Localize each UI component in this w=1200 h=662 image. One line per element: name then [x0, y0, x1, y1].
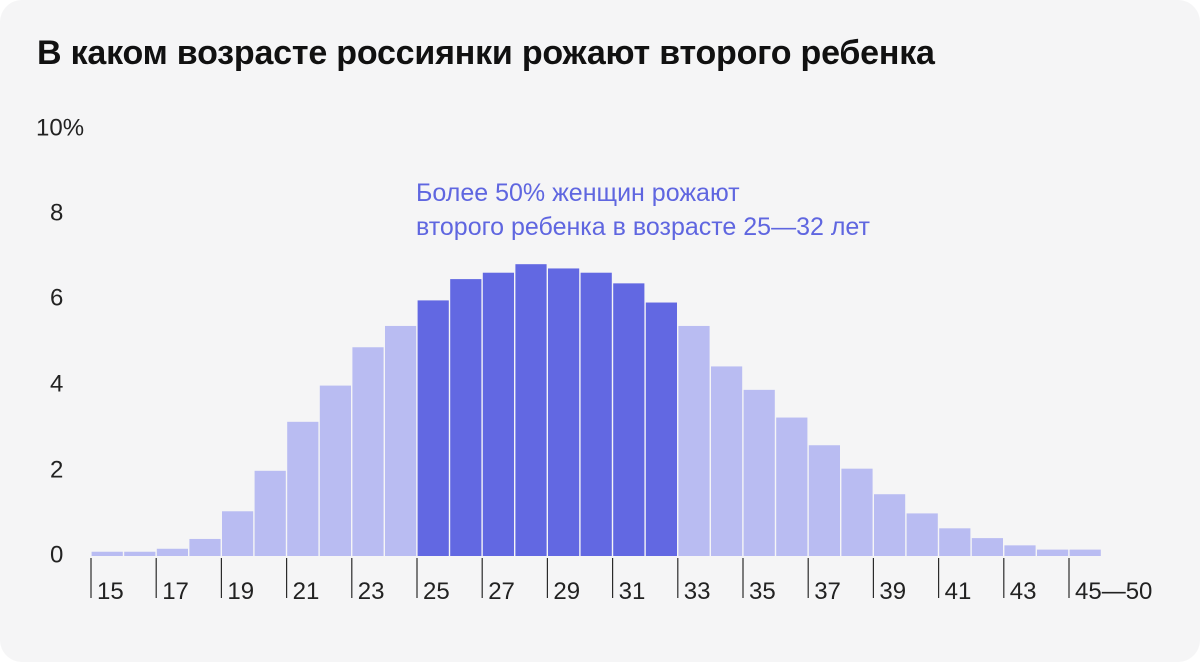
bar-age-25	[417, 300, 449, 556]
bar-age-42	[971, 538, 1003, 556]
bar-age-37	[808, 445, 840, 556]
bar-age-30	[580, 272, 612, 556]
annotation-line-2: второго ребенка в возрасте 25—32 лет	[416, 213, 870, 241]
y-tick-label: 6	[50, 284, 63, 311]
bar-age-45—50	[1069, 549, 1101, 556]
x-tick-label: 45—50	[1075, 578, 1152, 605]
bar-age-16	[124, 551, 156, 556]
x-tick-label: 41	[945, 578, 972, 605]
x-tick-label: 15	[97, 578, 124, 605]
x-tick-label: 35	[749, 578, 776, 605]
bar-age-27	[482, 272, 514, 556]
x-tick-label: 31	[619, 578, 646, 605]
bar-age-17	[156, 548, 188, 556]
bar-age-32	[645, 302, 677, 556]
x-tick-label: 25	[423, 578, 450, 605]
x-tick-label: 23	[358, 578, 385, 605]
x-tick-label: 27	[488, 578, 515, 605]
y-tick-label: 2	[50, 456, 63, 483]
bar-age-26	[450, 279, 482, 556]
x-tick-label: 39	[879, 578, 906, 605]
bar-age-22	[319, 385, 351, 556]
bar-age-19	[222, 511, 254, 556]
y-tick-label: 8	[50, 199, 63, 226]
bar-age-15	[91, 551, 123, 556]
bar-age-34	[711, 366, 743, 556]
bar-age-41	[939, 528, 971, 556]
chart-annotation: Более 50% женщин рожают второго ребенка …	[416, 176, 870, 244]
bar-age-33	[678, 325, 710, 556]
bar-age-38	[841, 468, 873, 556]
bar-age-20	[254, 470, 286, 556]
bar-age-23	[352, 347, 384, 556]
y-tick-label: 0	[50, 541, 63, 568]
bar-age-21	[287, 421, 319, 556]
y-tick-label: 4	[50, 370, 63, 397]
bar-age-24	[385, 325, 417, 556]
annotation-line-1: Более 50% женщин рожают	[416, 179, 740, 207]
x-tick-label: 21	[293, 578, 320, 605]
x-tick-label: 33	[684, 578, 711, 605]
bar-age-18	[189, 538, 221, 556]
x-tick-label: 43	[1010, 578, 1037, 605]
chart-title: В каком возрасте россиянки рожают второг…	[37, 34, 935, 72]
bar-age-44	[1037, 549, 1069, 556]
bar-age-31	[613, 283, 645, 556]
x-tick-label: 19	[227, 578, 254, 605]
bar-age-36	[776, 417, 808, 556]
bar-age-28	[515, 264, 547, 556]
bar-age-43	[1004, 545, 1036, 556]
bar-age-40	[906, 513, 938, 556]
x-tick-label: 17	[162, 578, 189, 605]
bar-age-35	[743, 389, 775, 556]
x-tick-label: 29	[553, 578, 580, 605]
bar-age-29	[548, 268, 580, 556]
bar-age-39	[874, 494, 906, 556]
x-tick-label: 37	[814, 578, 841, 605]
y-tick-label: 10%	[36, 114, 84, 141]
